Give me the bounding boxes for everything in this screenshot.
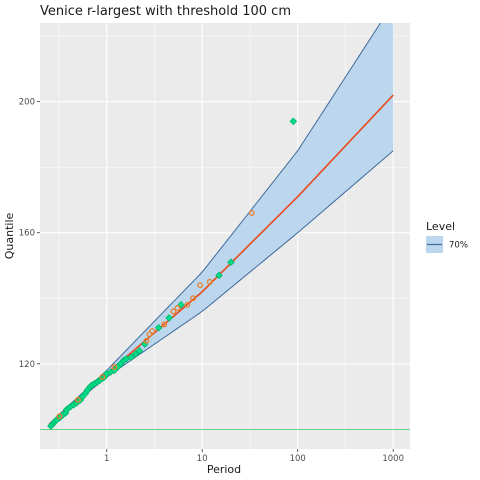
x-tick-label: 1: [104, 454, 109, 464]
data-point-circle: [146, 331, 153, 338]
data-point-diamond: [135, 346, 144, 355]
data-point-circle: [206, 278, 213, 285]
data-point-diamond: [215, 271, 223, 280]
data-point-circle: [174, 305, 181, 312]
data-point-diamond: [131, 350, 140, 358]
data-point-circle: [248, 210, 255, 217]
data-point-diamond: [165, 314, 173, 322]
data-point-circle: [56, 413, 63, 420]
data-point-circle: [143, 337, 150, 344]
x-tick-label: 1000: [382, 454, 404, 464]
x-axis-title: Period: [207, 463, 241, 476]
legend-title: Level: [426, 220, 455, 233]
data-point-circle: [161, 321, 168, 328]
x-tick-label: 100: [290, 454, 306, 464]
data-point-diamond: [289, 117, 298, 126]
data-point-diamond: [227, 258, 235, 266]
chart-title: Venice r-largest with threshold 100 cm: [40, 4, 291, 19]
y-axis-title: Quantile: [3, 213, 16, 260]
data-point-circle: [184, 301, 191, 308]
data-point-circle: [170, 308, 177, 315]
data-point-circle: [75, 396, 81, 403]
legend-label-70: 70%: [449, 241, 468, 251]
data-point-circle: [111, 364, 118, 371]
y-tick-label: 120: [19, 360, 35, 370]
band-fill: [49, 23, 394, 426]
y-axis-ticks: 120 160 200: [19, 98, 40, 370]
data-points: [47, 117, 298, 430]
data-point-diamond: [127, 353, 135, 362]
data-point-diamond: [154, 323, 163, 332]
legend: Level 70%: [426, 220, 468, 253]
y-tick-label: 160: [19, 229, 35, 239]
data-point-circle: [197, 282, 204, 289]
data-point-circle: [149, 328, 156, 334]
y-tick-label: 200: [19, 98, 35, 108]
x-axis-ticks: 1 10 100 1000: [104, 449, 404, 464]
data-point-circle: [99, 373, 106, 380]
data-point-circle: [190, 295, 196, 302]
x-tick-label: 10: [197, 454, 208, 464]
